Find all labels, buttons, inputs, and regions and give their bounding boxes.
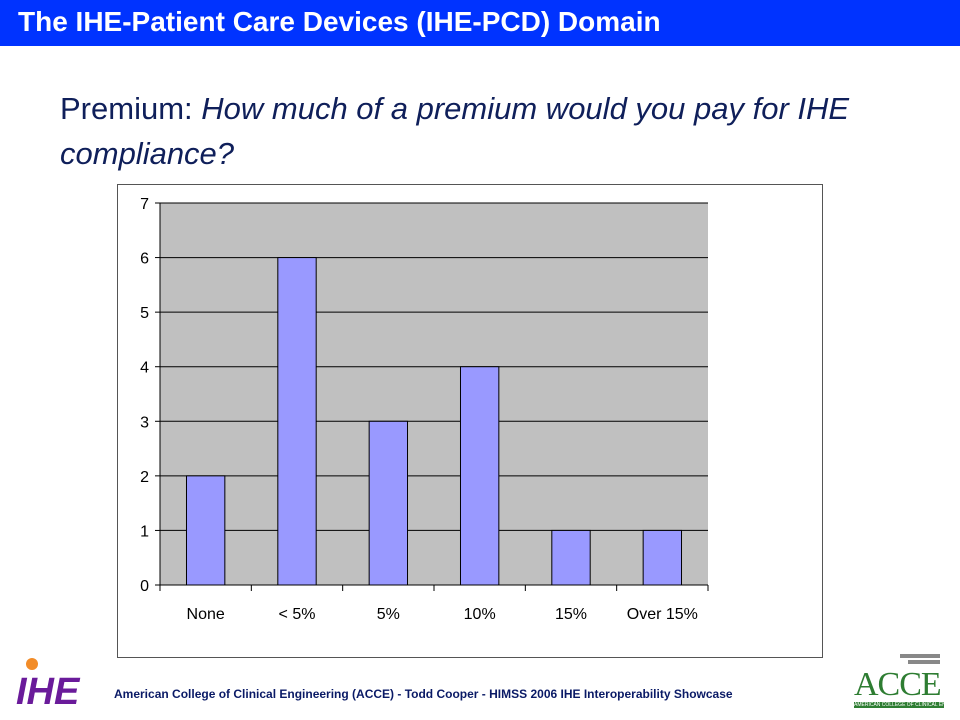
slide-heading: Premium: How much of a premium would you… (60, 86, 920, 176)
heading-question: How much of a premium would you pay for … (60, 91, 850, 171)
bar (277, 257, 317, 586)
ihe-logo-text: IHE (16, 671, 81, 710)
x-tick-label: < 5% (279, 606, 316, 623)
x-tick-label: Over 15% (627, 606, 698, 623)
y-tick-label: 0 (140, 578, 149, 595)
x-tick-label: 5% (377, 606, 400, 623)
bar-chart: 0 1 2 3 4 5 6 7 None < 5% 5% 10% 15% Over 15% (140, 196, 709, 623)
bar (185, 475, 226, 586)
acce-logo-bar (900, 654, 940, 658)
plot-area (160, 203, 708, 585)
ihe-logo: IHE (16, 658, 81, 710)
y-tick-label: 4 (140, 360, 149, 377)
bar (368, 420, 409, 586)
acce-logo-text: ACCE (854, 666, 942, 703)
bar (642, 529, 683, 586)
footer-credit: American College of Clinical Engineering… (114, 687, 733, 701)
y-tick-label: 5 (140, 305, 149, 322)
chart-frame: 0 1 2 3 4 5 6 7 None < 5% 5% 10% 15% Over 15% (117, 184, 823, 658)
bar (551, 529, 591, 586)
x-tick-label: 15% (555, 606, 587, 623)
y-tick-label: 6 (140, 251, 149, 268)
y-tick-label: 3 (140, 414, 149, 431)
y-tick-label: 7 (140, 196, 149, 213)
slide-title: The IHE-Patient Care Devices (IHE-PCD) D… (0, 0, 960, 46)
ihe-logo-dot (26, 658, 38, 670)
x-tick-label: None (187, 606, 225, 623)
x-tick-label: 10% (464, 606, 496, 623)
heading-label: Premium: (60, 91, 202, 126)
y-tick-label: 2 (140, 469, 149, 486)
acce-logo-subtext: AMERICAN COLLEGE OF CLINICAL ENGINEERING (854, 702, 944, 708)
bar (459, 366, 500, 586)
acce-logo: ACCE AMERICAN COLLEGE OF CLINICAL ENGINE… (848, 654, 948, 712)
y-tick-label: 1 (140, 523, 149, 540)
acce-logo-bar (908, 660, 940, 664)
